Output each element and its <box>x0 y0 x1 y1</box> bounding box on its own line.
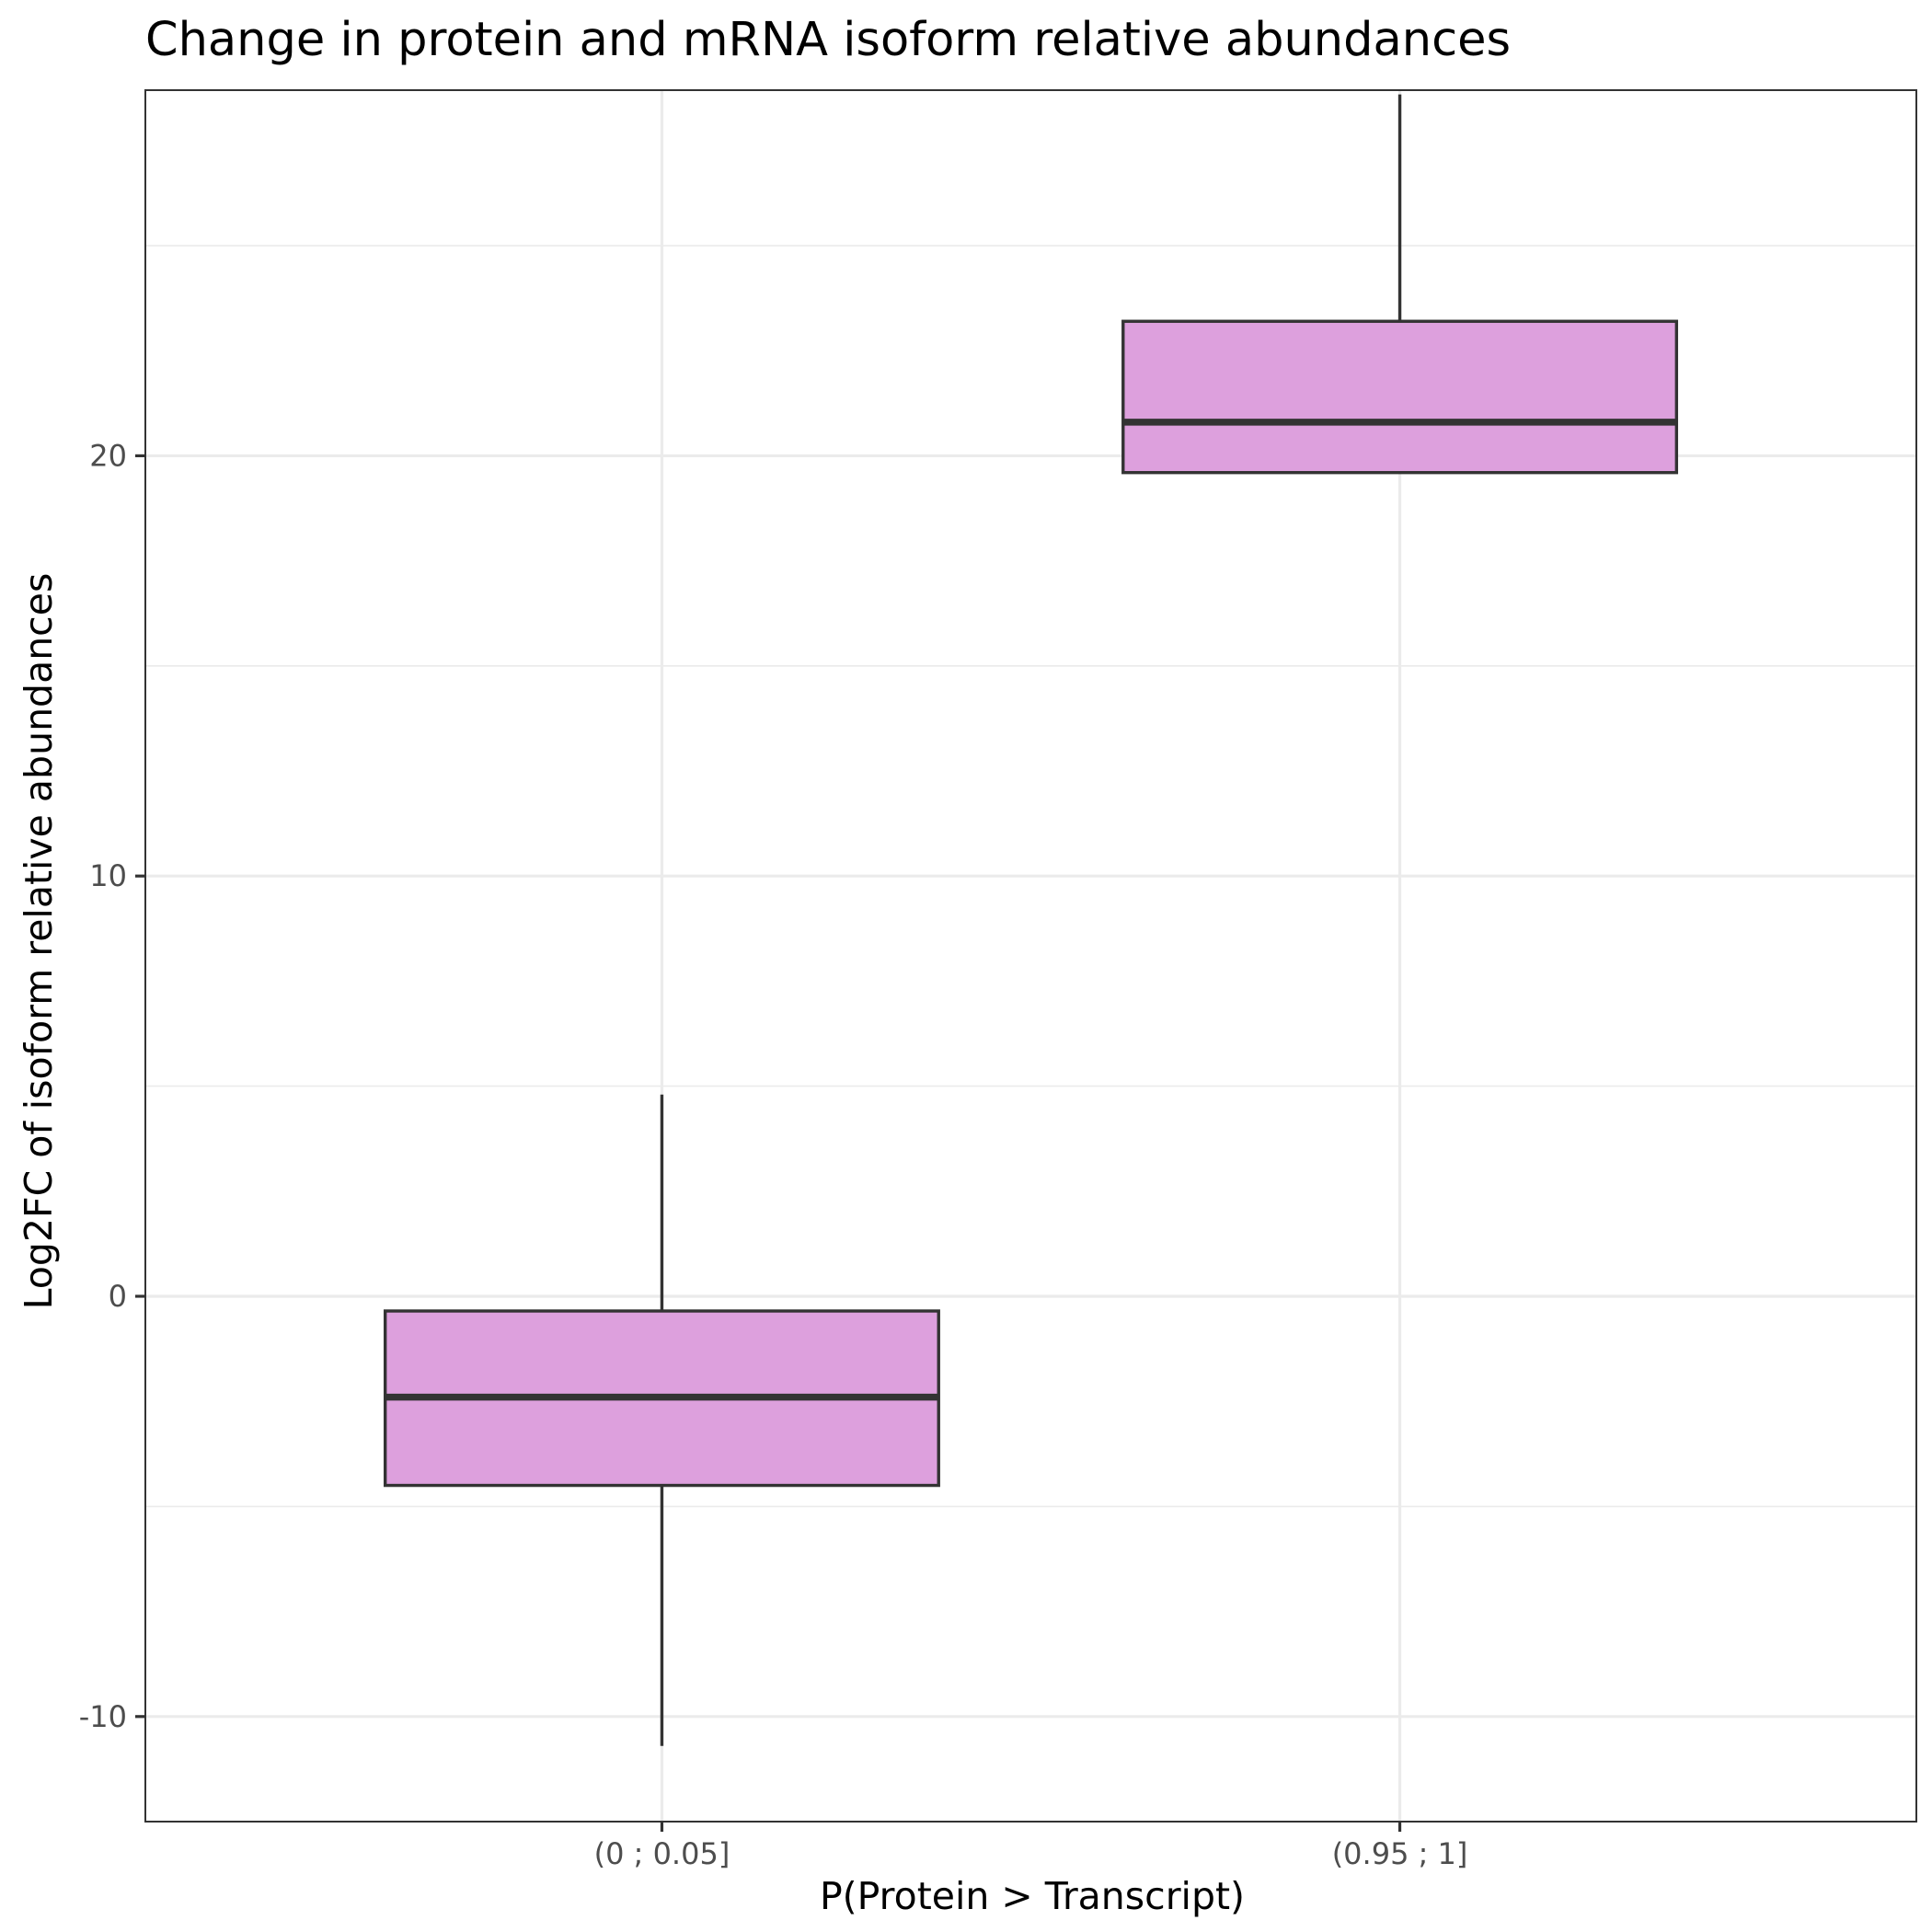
box-group <box>1121 94 1679 475</box>
y-tick-label: 10 <box>89 858 127 893</box>
plot-panel <box>144 89 1917 1823</box>
panel-border <box>144 89 1917 1823</box>
chart-title: Change in protein and mRNA isoform relat… <box>145 13 1511 67</box>
y-tick-label: 20 <box>89 438 127 473</box>
box-iqr <box>1121 319 1679 475</box>
x-tick-label: (0 ; 0.05] <box>594 1836 730 1871</box>
y-axis: -10 0 10 20 <box>79 438 145 1734</box>
y-tick-label: -10 <box>79 1699 127 1734</box>
boxes <box>383 94 1679 1746</box>
box-group <box>383 1094 940 1746</box>
x-tick-label: (0.95 ; 1] <box>1332 1836 1468 1871</box>
y-tick-label: 0 <box>109 1279 127 1314</box>
grid-lines <box>145 90 1916 1822</box>
x-axis: (0 ; 0.05] (0.95 ; 1] <box>594 1822 1468 1871</box>
y-axis-title: Log2FC of isoform relative abundances <box>17 573 61 1310</box>
x-axis-title: P(Protein > Transcript) <box>820 1874 1245 1918</box>
